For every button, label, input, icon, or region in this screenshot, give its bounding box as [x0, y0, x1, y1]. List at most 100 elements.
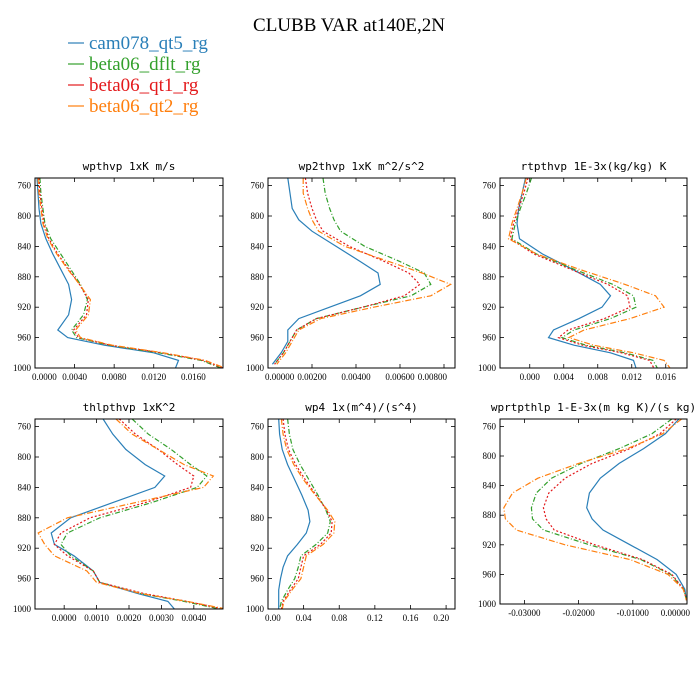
panel-title: wp2thvp 1xK m^2/s^2	[299, 160, 425, 173]
x-tick-label: 0.0020	[117, 613, 142, 623]
series-line-cam078_qt5_rg	[36, 178, 180, 368]
y-tick-label: 880	[483, 272, 497, 282]
y-tick-label: 760	[483, 181, 497, 191]
y-tick-label: 800	[18, 452, 32, 462]
series-line-cam078_qt5_rg	[586, 419, 687, 601]
y-tick-label: 840	[483, 241, 497, 251]
panels: wpthvp 1xK m/s76080084088092096010000.00…	[13, 160, 696, 623]
x-tick-label: 0.00600	[385, 372, 415, 382]
y-tick-label: 840	[251, 482, 265, 492]
plot-frame	[267, 418, 456, 610]
panel-title: rtpthvp 1E-3x(kg/kg) K	[521, 160, 667, 173]
panel-1: wpthvp 1xK m/s76080084088092096010000.00…	[13, 160, 224, 382]
x-tick-label: -0.03000	[508, 608, 541, 618]
series-line-beta06_qt2_rg	[507, 178, 671, 368]
plot-frame	[34, 418, 224, 610]
panel-2: wp2thvp 1xK m^2/s^2 760 800 840 880 920 960 100…	[246, 160, 456, 382]
y-tick-label: 800	[251, 211, 265, 221]
plot-frame	[499, 418, 688, 605]
x-tick-label: 0.000	[520, 372, 541, 382]
series-line-cam078_qt5_rg	[50, 419, 175, 609]
plot-frame	[267, 177, 456, 369]
x-tick-label: 0.00000	[661, 608, 691, 618]
x-tick-label: 0.016	[656, 372, 677, 382]
y-tick-label: 880	[18, 272, 32, 282]
plot-frame	[499, 177, 688, 369]
y-tick-label: 1000	[246, 604, 265, 614]
y-tick-label: 800	[251, 452, 265, 462]
x-tick-label: 0.00200	[297, 372, 327, 382]
y-tick-label: 840	[483, 481, 497, 491]
panel-5: wp4 1x(m^4)/(s^4)76080084088092096010000…	[246, 401, 456, 623]
x-tick-label: 0.16	[403, 613, 419, 623]
x-tick-label: 0.0160	[181, 372, 206, 382]
y-tick-label: 920	[251, 543, 265, 553]
x-tick-label: 0.00	[265, 613, 281, 623]
y-tick-label: 840	[251, 241, 265, 251]
legend: cam078_qt5_rgbeta06_dflt_rgbeta06_qt1_rg…	[68, 33, 208, 117]
x-tick-label: 0.0040	[181, 613, 206, 623]
panel-6: wprtpthlp 1-E-3x(m kg K)/(s kg) 760 800 840…	[478, 401, 696, 618]
series-line-cam078_qt5_rg	[271, 178, 381, 365]
x-tick-label: 0.0030	[149, 613, 174, 623]
x-tick-label: 0.0040	[62, 372, 87, 382]
series-line-beta06_dflt_rg	[39, 178, 222, 368]
figure-title: CLUBB VAR at140E,2N	[253, 15, 445, 36]
x-tick-label: 0.12	[367, 613, 383, 623]
legend-label-beta06_qt2_rg: beta06_qt2_rg	[89, 96, 199, 117]
y-tick-label: 1000	[13, 363, 32, 373]
y-tick-label: 960	[251, 333, 265, 343]
series-line-beta06_qt1_rg	[38, 178, 223, 368]
series-line-beta06_dflt_rg	[530, 419, 687, 601]
y-tick-label: 960	[483, 569, 497, 579]
x-tick-label: 0.00400	[341, 372, 371, 382]
x-tick-label: 0.20	[433, 613, 449, 623]
y-tick-label: 960	[251, 574, 265, 584]
series-line-beta06_qt2_rg	[280, 419, 336, 609]
y-tick-label: 960	[18, 574, 32, 584]
panel-title: thlpthvp 1xK^2	[83, 401, 176, 414]
panel-title: wprtpthlp 1-E-3x(m kg K)/(s kg)	[491, 401, 696, 414]
y-tick-label: 880	[251, 513, 265, 523]
y-tick-label: 960	[483, 333, 497, 343]
y-tick-label: 800	[483, 451, 497, 461]
panel-4: thlpthvp 1xK^2 760 800 840 880 920 960 1000 0.00…	[13, 401, 224, 623]
legend-label-beta06_dflt_rg: beta06_dflt_rg	[89, 54, 201, 75]
y-tick-label: 1000	[478, 599, 497, 609]
x-tick-label: -0.02000	[562, 608, 595, 618]
y-tick-label: 760	[251, 422, 265, 432]
y-tick-label: 920	[251, 302, 265, 312]
y-tick-label: 1000	[246, 363, 265, 373]
x-tick-label: -0.01000	[617, 608, 650, 618]
x-tick-label: 0.00800	[418, 372, 448, 382]
series-line-beta06_qt2_rg	[37, 419, 223, 609]
x-tick-label: 0.0010	[84, 613, 109, 623]
x-tick-label: 0.04	[296, 613, 312, 623]
y-tick-label: 760	[483, 421, 497, 431]
x-tick-label: 0.08	[331, 613, 347, 623]
panel-title: wpthvp 1xK m/s	[83, 160, 176, 173]
y-tick-label: 920	[18, 302, 32, 312]
y-tick-label: 760	[251, 181, 265, 191]
series-line-beta06_qt1_rg	[274, 178, 421, 365]
plot-frame	[34, 177, 224, 369]
y-tick-label: 760	[18, 422, 32, 432]
panel-title: wp4 1x(m^4)/(s^4)	[305, 401, 418, 414]
y-tick-label: 1000	[13, 604, 32, 614]
series-line-beta06_dflt_rg	[60, 419, 220, 609]
y-tick-label: 840	[18, 482, 32, 492]
legend-label-beta06_qt1_rg: beta06_qt1_rg	[89, 75, 199, 96]
series-line-beta06_qt1_rg	[509, 178, 655, 368]
y-tick-label: 920	[483, 302, 497, 312]
x-tick-label: 0.012	[622, 372, 642, 382]
x-tick-label: 0.0120	[141, 372, 166, 382]
x-tick-label: 0.008	[588, 372, 609, 382]
legend-label-cam078_qt5_rg: cam078_qt5_rg	[89, 33, 208, 54]
panel-3: rtpthvp 1E-3x(kg/kg) K 760 800 840 880 920 960…	[478, 160, 688, 382]
y-tick-label: 960	[18, 333, 32, 343]
x-tick-label: 0.004	[554, 372, 575, 382]
series-line-beta06_dflt_rg	[274, 178, 432, 365]
y-tick-label: 880	[251, 272, 265, 282]
y-tick-label: 920	[483, 540, 497, 550]
